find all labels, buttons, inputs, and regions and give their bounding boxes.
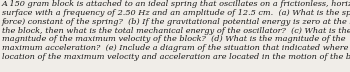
- Text: A 150 gram block is attached to an ideal spring that oscillates on a frictionles: A 150 gram block is attached to an ideal…: [2, 0, 350, 61]
